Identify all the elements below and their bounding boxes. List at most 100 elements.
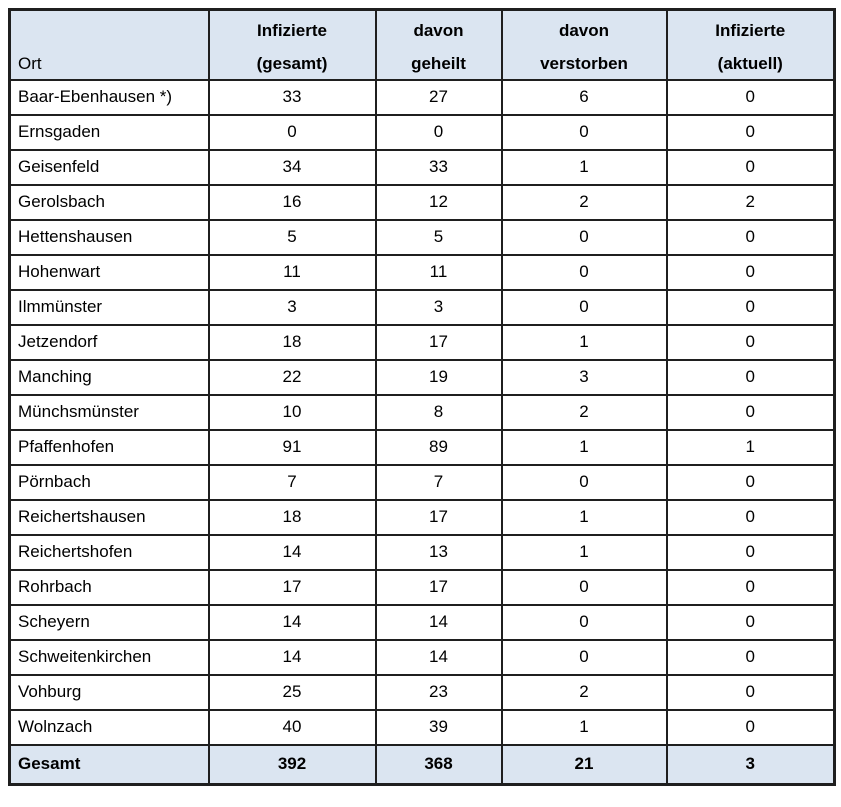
cell-infizierte-gesamt: 392 [207,743,377,786]
cell-davon-verstorben: 2 [500,184,668,221]
cell-davon-verstorben: 0 [500,219,668,256]
cell-infizierte-gesamt: 91 [207,429,377,466]
cell-infizierte-gesamt: 5 [207,219,377,256]
cell-infizierte-aktuell: 0 [665,114,836,151]
column-header-line: (gesamt) [256,53,328,73]
cell-infizierte-aktuell: 2 [665,184,836,221]
cell-davon-geheilt: 19 [374,359,503,396]
cell-infizierte-aktuell: 0 [665,639,836,676]
cell-ort: Schweitenkirchen [8,639,210,676]
cell-davon-geheilt: 8 [374,394,503,431]
cell-infizierte-aktuell: 0 [665,289,836,326]
cell-davon-verstorben: 0 [500,464,668,501]
cell-infizierte-aktuell: 0 [665,604,836,641]
cell-infizierte-gesamt: 17 [207,569,377,606]
cell-infizierte-gesamt: 11 [207,254,377,291]
cell-ort: Reichertshofen [8,534,210,571]
cell-infizierte-gesamt: 25 [207,674,377,711]
column-header-davon-geheilt: davon geheilt [374,8,503,81]
table-row: Hohenwart 11 11 0 0 [8,254,836,291]
cell-ort: Geisenfeld [8,149,210,186]
cell-infizierte-aktuell: 3 [665,743,836,786]
table-row: Pfaffenhofen 91 89 1 1 [8,429,836,466]
cell-davon-geheilt: 23 [374,674,503,711]
infection-table: Ort Infizierte (gesamt) davon geheilt da… [8,8,836,786]
cell-ort: Hohenwart [8,254,210,291]
column-header-davon-verstorben: davon verstorben [500,8,668,81]
column-header-infizierte-aktuell: Infizierte (aktuell) [665,8,836,81]
cell-davon-geheilt: 3 [374,289,503,326]
cell-davon-geheilt: 13 [374,534,503,571]
cell-davon-verstorben: 1 [500,429,668,466]
table-row: Vohburg 25 23 2 0 [8,674,836,711]
table-row: Wolnzach 40 39 1 0 [8,709,836,746]
cell-infizierte-gesamt: 7 [207,464,377,501]
cell-davon-geheilt: 14 [374,604,503,641]
cell-davon-verstorben: 0 [500,254,668,291]
cell-davon-verstorben: 3 [500,359,668,396]
cell-infizierte-gesamt: 14 [207,534,377,571]
cell-ort: Reichertshausen [8,499,210,536]
cell-infizierte-aktuell: 0 [665,569,836,606]
column-header-infizierte-gesamt: Infizierte (gesamt) [207,8,377,81]
column-header-line: verstorben [540,53,628,73]
cell-ort: Scheyern [8,604,210,641]
cell-infizierte-gesamt: 33 [207,79,377,116]
cell-davon-geheilt: 0 [374,114,503,151]
cell-infizierte-aktuell: 0 [665,79,836,116]
cell-davon-geheilt: 17 [374,324,503,361]
cell-infizierte-aktuell: 0 [665,674,836,711]
cell-infizierte-gesamt: 18 [207,324,377,361]
cell-ort: Ilmmünster [8,289,210,326]
table-row: Jetzendorf 18 17 1 0 [8,324,836,361]
cell-ort: Hettenshausen [8,219,210,256]
column-header-ort: Ort [8,8,210,81]
cell-infizierte-aktuell: 0 [665,709,836,746]
column-header-line: davon [558,20,610,40]
table-row: Reichertshausen 18 17 1 0 [8,499,836,536]
cell-ort: Pfaffenhofen [8,429,210,466]
cell-davon-verstorben: 0 [500,289,668,326]
cell-infizierte-gesamt: 22 [207,359,377,396]
table-row: Gerolsbach 16 12 2 2 [8,184,836,221]
cell-ort: Gerolsbach [8,184,210,221]
cell-infizierte-gesamt: 3 [207,289,377,326]
cell-davon-geheilt: 11 [374,254,503,291]
cell-davon-geheilt: 39 [374,709,503,746]
table-header: Ort Infizierte (gesamt) davon geheilt da… [8,8,836,81]
cell-ort: Manching [8,359,210,396]
table-row: Pörnbach 7 7 0 0 [8,464,836,501]
table-row: Baar-Ebenhausen *) 33 27 6 0 [8,79,836,116]
cell-infizierte-gesamt: 40 [207,709,377,746]
cell-ort: Münchsmünster [8,394,210,431]
cell-davon-geheilt: 12 [374,184,503,221]
cell-davon-verstorben: 1 [500,324,668,361]
table-row: Manching 22 19 3 0 [8,359,836,396]
table-body: Baar-Ebenhausen *) 33 27 6 0 Ernsgaden 0 0 0 0 Gei… [8,79,836,786]
cell-davon-geheilt: 33 [374,149,503,186]
cell-infizierte-aktuell: 0 [665,219,836,256]
cell-infizierte-gesamt: 14 [207,639,377,676]
cell-davon-geheilt: 5 [374,219,503,256]
cell-ort: Vohburg [8,674,210,711]
table-row: Scheyern 14 14 0 0 [8,604,836,641]
cell-ort: Wolnzach [8,709,210,746]
cell-davon-geheilt: 17 [374,499,503,536]
cell-infizierte-aktuell: 0 [665,149,836,186]
table-row: Reichertshofen 14 13 1 0 [8,534,836,571]
table-row: Ernsgaden 0 0 0 0 [8,114,836,151]
cell-davon-verstorben: 21 [500,743,668,786]
column-header-ort-label: Ort [18,53,42,73]
cell-ort: Rohrbach [8,569,210,606]
cell-davon-geheilt: 27 [374,79,503,116]
table-row: Schweitenkirchen 14 14 0 0 [8,639,836,676]
cell-davon-geheilt: 368 [374,743,503,786]
cell-infizierte-gesamt: 14 [207,604,377,641]
cell-infizierte-aktuell: 0 [665,359,836,396]
column-header-line: Infizierte [715,20,786,40]
table-row: Rohrbach 17 17 0 0 [8,569,836,606]
cell-davon-geheilt: 14 [374,639,503,676]
cell-ort: Ernsgaden [8,114,210,151]
cell-davon-verstorben: 1 [500,499,668,536]
table-row: Hettenshausen 5 5 0 0 [8,219,836,256]
